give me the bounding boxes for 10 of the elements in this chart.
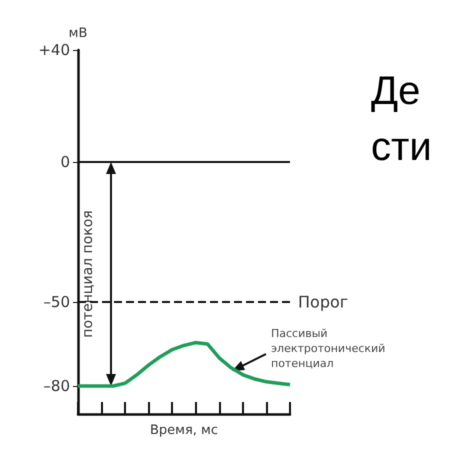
y-tick-label: 0 bbox=[60, 153, 70, 171]
ref-line-label: Порог bbox=[298, 292, 348, 312]
y-tick-label: +40 bbox=[38, 41, 70, 59]
x-axis-title: Время, мс bbox=[150, 423, 218, 438]
y-axis-title: мВ bbox=[68, 26, 88, 41]
annotation: потенциал покоя bbox=[80, 210, 96, 338]
y-tick-label: –50 bbox=[43, 293, 70, 311]
y-tick-label: –80 bbox=[43, 377, 70, 395]
text: Де сти bbox=[371, 69, 432, 169]
annotation: Пассивый электротонический потенциал bbox=[271, 327, 386, 370]
